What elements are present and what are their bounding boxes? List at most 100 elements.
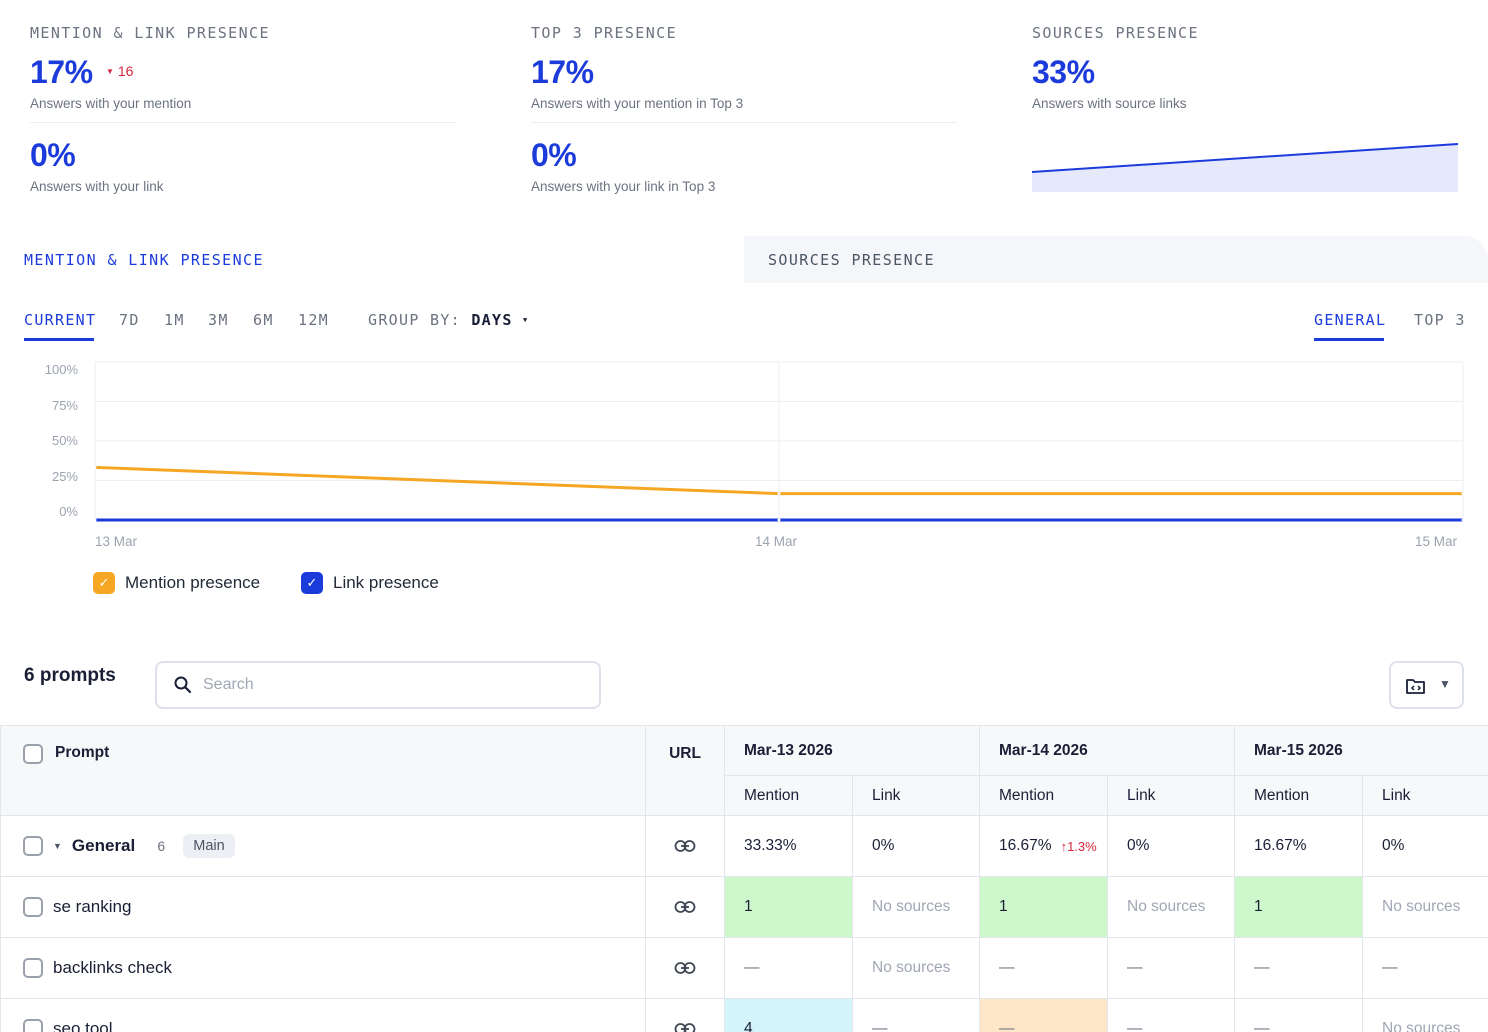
- select-all-checkbox[interactable]: [23, 744, 43, 764]
- kpi-delta: ▼ 16: [106, 63, 134, 79]
- kpi-secondary-value: 0%: [30, 137, 76, 173]
- link-cell: No sources: [1108, 877, 1235, 938]
- search-input[interactable]: [203, 673, 583, 697]
- range-current[interactable]: CURRENT: [24, 311, 97, 329]
- caret-down-icon: ▼: [523, 316, 529, 324]
- kpi-divider: [30, 122, 456, 123]
- range-7d[interactable]: 7D: [119, 311, 140, 329]
- group-count-badge: 6: [149, 834, 174, 858]
- y-tick-label: 50%: [51, 433, 78, 448]
- checkbox-checked-icon: ✓: [93, 572, 115, 594]
- header-url: URL: [646, 725, 725, 816]
- kpi-primary-caption: Answers with your mention in Top 3: [531, 96, 744, 111]
- view-top3[interactable]: TOP 3: [1414, 311, 1466, 329]
- row-checkbox[interactable]: [23, 836, 43, 856]
- view-general[interactable]: GENERAL: [1314, 311, 1387, 329]
- group-cell: 0%: [853, 816, 980, 877]
- header-date-1: Mar-13 2026: [725, 725, 980, 776]
- mention-cell: 4: [725, 999, 853, 1032]
- caret-down-icon[interactable]: ▼: [53, 841, 62, 851]
- legend-mention-presence[interactable]: ✓ Mention presence: [93, 572, 260, 594]
- series-point: [93, 465, 97, 469]
- group-cell: 16.67% ↑1.3%: [980, 816, 1108, 877]
- mention-cell: —: [980, 938, 1108, 999]
- y-tick-label: 0%: [59, 504, 78, 519]
- subheader-mention: Mention: [980, 776, 1108, 816]
- table-row-prompt[interactable]: backlinks check: [0, 938, 646, 999]
- row-checkbox[interactable]: [23, 1019, 43, 1032]
- x-tick-label: 15 Mar: [1415, 534, 1458, 549]
- range-3m[interactable]: 3M: [208, 311, 229, 329]
- table-row-prompt[interactable]: seo tool: [0, 999, 646, 1032]
- header-date-2: Mar-14 2026: [980, 725, 1235, 776]
- range-12m[interactable]: 12M: [298, 311, 329, 329]
- legend-label: Mention presence: [125, 573, 261, 592]
- link-cell: —: [1108, 938, 1235, 999]
- sources-sparkline: [1032, 143, 1459, 192]
- chevron-down-icon: ▼: [1439, 677, 1451, 691]
- mention-cell: 1: [1235, 877, 1363, 938]
- prompt-name: backlinks check: [53, 958, 173, 977]
- link-icon[interactable]: [674, 1022, 696, 1032]
- kpi-primary-caption: Answers with your mention: [30, 96, 192, 111]
- delta-up: ↑1.3%: [1060, 838, 1097, 854]
- link-icon[interactable]: [674, 961, 696, 975]
- x-tick-label: 13 Mar: [95, 534, 138, 549]
- mention-cell: 1: [980, 877, 1108, 938]
- tab-mention-link-presence[interactable]: MENTION & LINK PRESENCE: [0, 236, 744, 283]
- url-cell[interactable]: [646, 999, 725, 1032]
- url-cell[interactable]: [646, 877, 725, 938]
- tab-sources-presence[interactable]: SOURCES PRESENCE: [744, 236, 1488, 283]
- subheader-mention: Mention: [1235, 776, 1363, 816]
- kpi-primary-value: 33%: [1032, 54, 1095, 90]
- folder-code-icon: [1406, 679, 1425, 694]
- link-icon[interactable]: [674, 900, 696, 914]
- legend-link-presence[interactable]: ✓ Link presence: [301, 572, 439, 594]
- link-cell: No sources: [1363, 999, 1488, 1032]
- kpi-secondary-caption: Answers with your link in Top 3: [531, 179, 716, 194]
- subheader-link: Link: [853, 776, 980, 816]
- sparkline-line: [1032, 143, 1459, 173]
- prompt-name: seo tool: [53, 1019, 113, 1032]
- prompts-count-title: 6 prompts: [24, 665, 116, 686]
- url-cell[interactable]: [646, 938, 725, 999]
- tab-label: SOURCES PRESENCE: [768, 251, 935, 269]
- series-point: [1461, 492, 1465, 496]
- chart-grid: [94, 361, 1464, 520]
- table-row-prompt[interactable]: se ranking: [0, 877, 646, 938]
- url-cell[interactable]: [646, 816, 725, 877]
- range-6m[interactable]: 6M: [253, 311, 274, 329]
- range-1m[interactable]: 1M: [164, 311, 185, 329]
- mention-cell: —: [725, 938, 853, 999]
- kpi-primary-value: 17%: [531, 54, 594, 90]
- group-by-value: DAYS: [471, 311, 513, 329]
- group-by-dropdown[interactable]: GROUP BY: DAYS ▼: [368, 311, 529, 329]
- row-checkbox[interactable]: [23, 897, 43, 917]
- header-prompt-label: Prompt: [55, 744, 110, 761]
- group-row-prompt[interactable]: ▼ General 6 Main: [0, 816, 646, 877]
- subheader-link: Link: [1108, 776, 1235, 816]
- chart-series: [93, 465, 1465, 522]
- legend-label: Link presence: [333, 573, 439, 592]
- checkbox-checked-icon: ✓: [301, 572, 323, 594]
- group-cell: 33.33%: [725, 816, 853, 877]
- kpi-secondary-caption: Answers with your link: [30, 179, 164, 194]
- group-by-label: GROUP BY:: [368, 311, 461, 329]
- sparkline-area: [1032, 144, 1458, 192]
- group-cell: 16.67%: [1235, 816, 1363, 877]
- mention-cell: —: [980, 999, 1108, 1032]
- kpi-divider: [531, 122, 957, 123]
- y-tick-label: 75%: [51, 398, 78, 413]
- group-cell: 0%: [1363, 816, 1488, 877]
- series-point: [93, 518, 97, 522]
- link-cell: No sources: [853, 877, 980, 938]
- row-checkbox[interactable]: [23, 958, 43, 978]
- link-cell: —: [1108, 999, 1235, 1032]
- kpi-label: TOP 3 PRESENCE: [531, 24, 678, 42]
- kpi-primary-caption: Answers with source links: [1032, 96, 1187, 111]
- folder-menu-button[interactable]: ▼: [1389, 661, 1464, 709]
- prompt-name: se ranking: [53, 897, 132, 916]
- kpi-primary-value: 17%: [30, 54, 93, 90]
- link-icon[interactable]: [674, 839, 696, 853]
- subheader-mention: Mention: [725, 776, 853, 816]
